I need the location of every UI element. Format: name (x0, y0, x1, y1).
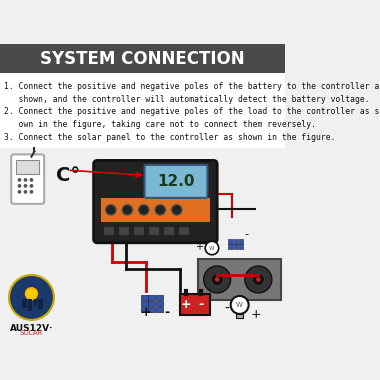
FancyBboxPatch shape (141, 307, 147, 312)
Circle shape (155, 204, 166, 215)
FancyBboxPatch shape (239, 239, 243, 244)
Circle shape (30, 184, 33, 188)
Text: -: - (198, 298, 203, 311)
FancyBboxPatch shape (28, 299, 32, 311)
FancyBboxPatch shape (236, 314, 243, 318)
Circle shape (17, 184, 21, 188)
Text: -: - (165, 306, 170, 319)
Text: W: W (236, 302, 243, 308)
FancyBboxPatch shape (144, 165, 207, 198)
Circle shape (106, 204, 116, 215)
Text: SOLAR: SOLAR (20, 330, 43, 336)
FancyBboxPatch shape (0, 73, 285, 148)
Circle shape (25, 288, 38, 300)
FancyBboxPatch shape (101, 198, 210, 222)
Text: 3. Connect the solar panel to the controller as shown in the figure.: 3. Connect the solar panel to the contro… (4, 133, 335, 142)
Text: 2. Connect the positive and negative poles of the load to the controller as sh-: 2. Connect the positive and negative pol… (4, 107, 380, 116)
Text: shown, and the controller will automatically detect the battery voltage.: shown, and the controller will automatic… (4, 95, 369, 103)
Circle shape (205, 241, 218, 255)
FancyBboxPatch shape (178, 226, 189, 234)
Text: -: - (224, 301, 229, 315)
Text: AUS12V·: AUS12V· (10, 325, 53, 333)
FancyBboxPatch shape (38, 299, 43, 309)
FancyBboxPatch shape (163, 226, 174, 234)
Text: +: + (180, 298, 191, 311)
FancyBboxPatch shape (156, 307, 163, 312)
FancyBboxPatch shape (34, 299, 38, 306)
Circle shape (204, 266, 231, 293)
Text: C°: C° (56, 166, 81, 185)
FancyBboxPatch shape (103, 226, 114, 234)
Circle shape (30, 178, 33, 182)
Circle shape (122, 204, 133, 215)
FancyBboxPatch shape (156, 301, 163, 306)
Text: +: + (195, 242, 203, 252)
Circle shape (24, 184, 27, 188)
FancyBboxPatch shape (93, 160, 217, 243)
FancyBboxPatch shape (228, 239, 233, 244)
Circle shape (245, 266, 272, 293)
FancyBboxPatch shape (180, 294, 210, 315)
Text: 1. Connect the positive and negative poles of the battery to the controller as: 1. Connect the positive and negative pol… (4, 82, 380, 91)
FancyBboxPatch shape (16, 160, 39, 174)
Text: SYSTEM CONNECTION: SYSTEM CONNECTION (40, 49, 245, 68)
FancyBboxPatch shape (133, 226, 144, 234)
FancyBboxPatch shape (234, 244, 238, 249)
FancyBboxPatch shape (234, 239, 238, 244)
Circle shape (171, 204, 182, 215)
FancyBboxPatch shape (148, 295, 155, 301)
Circle shape (17, 178, 21, 182)
Text: -: - (245, 230, 249, 239)
Circle shape (211, 274, 223, 285)
FancyBboxPatch shape (156, 295, 163, 301)
Text: own in the figure, taking care not to connect them reversely.: own in the figure, taking care not to co… (4, 120, 316, 129)
Circle shape (215, 277, 219, 282)
Text: W: W (209, 245, 215, 250)
FancyBboxPatch shape (22, 299, 27, 308)
Circle shape (17, 190, 21, 194)
Text: +: + (141, 306, 151, 319)
FancyBboxPatch shape (148, 301, 155, 306)
FancyBboxPatch shape (198, 259, 281, 301)
Text: 12.0: 12.0 (157, 174, 195, 189)
FancyBboxPatch shape (0, 148, 285, 329)
FancyBboxPatch shape (11, 154, 44, 204)
FancyBboxPatch shape (228, 244, 233, 249)
Circle shape (139, 204, 149, 215)
Circle shape (24, 178, 27, 182)
Circle shape (9, 275, 54, 320)
FancyBboxPatch shape (239, 244, 243, 249)
Circle shape (252, 274, 264, 285)
FancyBboxPatch shape (118, 226, 129, 234)
Circle shape (256, 277, 261, 282)
FancyBboxPatch shape (141, 301, 147, 306)
Text: +: + (250, 309, 261, 321)
FancyBboxPatch shape (148, 226, 159, 234)
Circle shape (24, 190, 27, 194)
Circle shape (231, 296, 249, 314)
FancyBboxPatch shape (148, 307, 155, 312)
Circle shape (30, 190, 33, 194)
FancyBboxPatch shape (141, 295, 147, 301)
FancyBboxPatch shape (0, 44, 285, 73)
